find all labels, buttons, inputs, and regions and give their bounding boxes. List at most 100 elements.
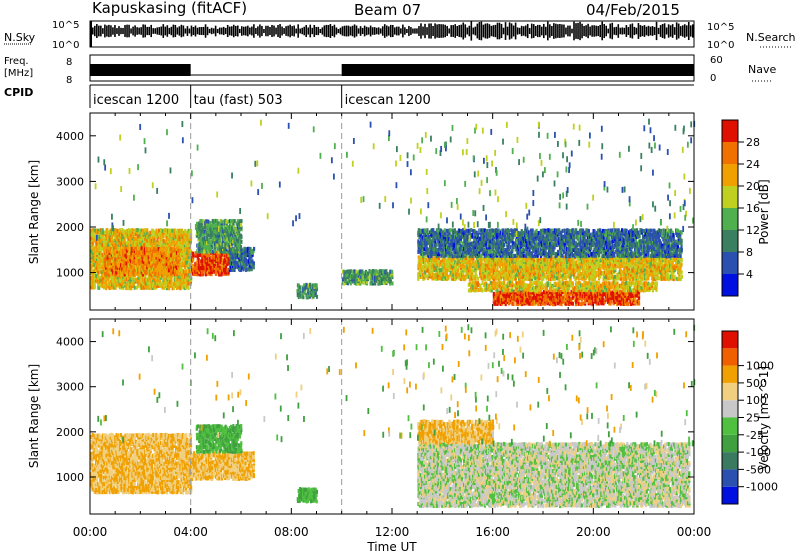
- noise-bar: [394, 27, 396, 35]
- data-cell: [134, 241, 137, 246]
- data-cell: [100, 254, 103, 259]
- data-cell: [108, 269, 111, 274]
- data-cell: [154, 240, 157, 245]
- noise-bar: [685, 25, 688, 37]
- data-cell: [471, 268, 474, 273]
- data-cell: [426, 268, 429, 273]
- data-cell: [167, 263, 170, 268]
- data-cell: [108, 281, 111, 286]
- data-cell: [349, 269, 352, 274]
- data-cell: [594, 272, 597, 277]
- data-cell: [138, 241, 141, 246]
- data-cell: [428, 262, 431, 267]
- data-cell: [314, 288, 317, 293]
- data-cell: [211, 237, 214, 242]
- data-cell: [213, 241, 217, 246]
- noise-bar: [152, 28, 155, 34]
- data-cell: [556, 255, 559, 260]
- data-cell: [483, 270, 486, 275]
- data-cell: [171, 233, 174, 238]
- data-cell: [509, 276, 512, 281]
- data-cell: [599, 274, 602, 279]
- data-cell: [129, 248, 132, 253]
- data-cell: [362, 271, 365, 276]
- data-cell: [226, 262, 229, 267]
- data-cell: [435, 276, 438, 281]
- noise-bar: [619, 27, 622, 35]
- data-cell: [503, 257, 506, 262]
- data-cell: [171, 257, 174, 262]
- data-cell: [216, 223, 219, 228]
- data-cell: [179, 255, 182, 260]
- data-cell: [231, 229, 235, 234]
- data-cell: [98, 275, 101, 280]
- data-cell: [110, 259, 114, 264]
- noise-bar: [255, 27, 257, 35]
- data-cell: [130, 250, 133, 255]
- data-cell: [121, 267, 124, 272]
- noise-bar: [609, 23, 612, 39]
- data-cell: [210, 233, 213, 238]
- data-cell: [632, 276, 635, 281]
- noise-bar: [355, 25, 358, 37]
- data-cell: [135, 268, 138, 273]
- data-cell: [548, 274, 552, 279]
- noise-bar: [373, 27, 376, 35]
- noise-bar: [208, 28, 211, 34]
- data-cell: [221, 261, 224, 266]
- data-cell: [145, 255, 148, 260]
- data-cell: [109, 228, 112, 233]
- data-cell: [630, 272, 633, 277]
- data-cell: [475, 255, 478, 260]
- data-cell: [234, 236, 237, 241]
- data-cell: [305, 292, 308, 297]
- data-cell: [117, 238, 120, 243]
- noise-bar: [573, 21, 575, 41]
- data-cell: [553, 274, 556, 279]
- data-cell: [116, 242, 119, 247]
- data-cell: [110, 252, 113, 257]
- data-cell: [209, 223, 212, 228]
- noise-bar: [538, 24, 541, 38]
- data-cell: [152, 285, 156, 290]
- data-cell: [386, 271, 389, 276]
- data-cell: [126, 238, 129, 243]
- noise-bar: [303, 26, 306, 36]
- data-cell: [247, 259, 251, 264]
- data-cell: [603, 260, 607, 265]
- data-cell: [633, 256, 636, 261]
- data-cell: [185, 263, 188, 268]
- data-cell: [166, 281, 170, 286]
- data-cell: [238, 259, 241, 264]
- data-cell: [98, 266, 101, 271]
- data-cell: [419, 263, 422, 268]
- data-cell: [142, 255, 145, 260]
- data-cell: [565, 262, 568, 267]
- data-cell: [143, 228, 146, 233]
- data-cell: [208, 237, 211, 242]
- data-cell: [249, 257, 252, 262]
- data-cell: [100, 275, 103, 280]
- data-cell: [107, 230, 110, 235]
- data-cell: [345, 269, 348, 274]
- data-cell: [142, 259, 146, 264]
- data-cell: [176, 263, 180, 268]
- data-cell: [218, 243, 221, 248]
- noise-bar: [621, 27, 624, 35]
- data-cell: [91, 236, 94, 241]
- data-cell: [528, 270, 531, 275]
- data-cell: [150, 234, 153, 239]
- data-cell: [222, 227, 226, 232]
- data-cell: [495, 270, 498, 275]
- data-cell: [361, 273, 364, 278]
- freq-strip: Freq. [MHz] 8 8 60 0 Nave CPID: [4, 54, 776, 99]
- data-cell: [622, 272, 625, 277]
- data-cell: [517, 259, 520, 264]
- noise-bar: [532, 24, 535, 38]
- data-cell: [218, 223, 221, 228]
- data-cell: [157, 250, 160, 255]
- noise-bar: [383, 24, 386, 38]
- data-cell: [232, 267, 235, 272]
- data-cell: [164, 255, 167, 260]
- data-cell: [306, 293, 309, 298]
